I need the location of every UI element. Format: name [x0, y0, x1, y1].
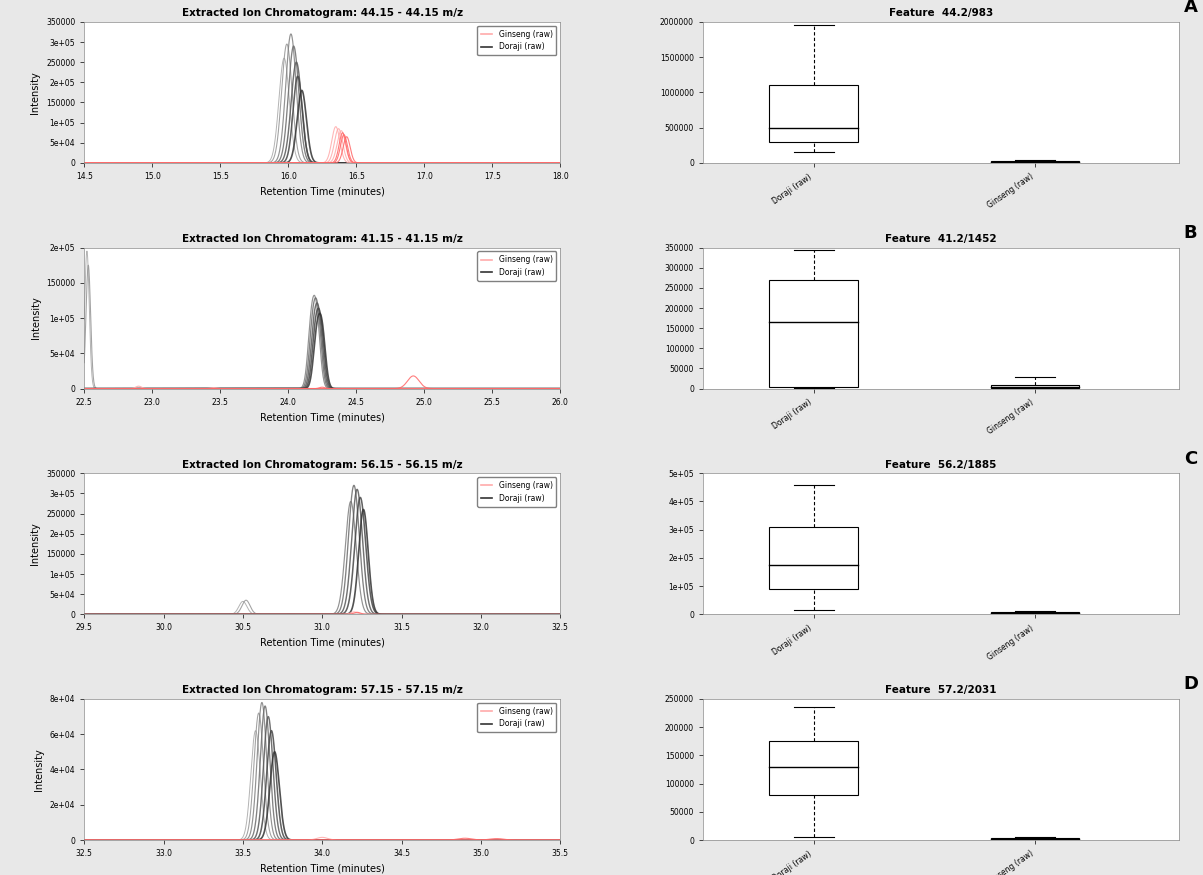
Legend: Ginseng (raw), Doraji (raw): Ginseng (raw), Doraji (raw) — [478, 25, 556, 55]
Title: Feature  57.2/2031: Feature 57.2/2031 — [885, 685, 997, 696]
Y-axis label: Intensity: Intensity — [30, 71, 41, 114]
X-axis label: Retention Time (minutes): Retention Time (minutes) — [260, 412, 385, 423]
X-axis label: Retention Time (minutes): Retention Time (minutes) — [260, 638, 385, 648]
Title: Feature  41.2/1452: Feature 41.2/1452 — [885, 234, 997, 244]
Title: Feature  44.2/983: Feature 44.2/983 — [889, 9, 994, 18]
Legend: Ginseng (raw), Doraji (raw): Ginseng (raw), Doraji (raw) — [478, 251, 556, 281]
Title: Extracted Ion Chromatogram: 56.15 - 56.15 m/z: Extracted Ion Chromatogram: 56.15 - 56.1… — [182, 459, 462, 470]
Y-axis label: Intensity: Intensity — [30, 297, 41, 340]
Title: Extracted Ion Chromatogram: 57.15 - 57.15 m/z: Extracted Ion Chromatogram: 57.15 - 57.1… — [182, 685, 463, 696]
Legend: Ginseng (raw), Doraji (raw): Ginseng (raw), Doraji (raw) — [478, 703, 556, 732]
Text: D: D — [1184, 676, 1198, 693]
X-axis label: Retention Time (minutes): Retention Time (minutes) — [260, 864, 385, 873]
Text: A: A — [1184, 0, 1197, 17]
Y-axis label: Intensity: Intensity — [34, 748, 45, 791]
Y-axis label: Intensity: Intensity — [30, 522, 41, 565]
Legend: Ginseng (raw), Doraji (raw): Ginseng (raw), Doraji (raw) — [478, 477, 556, 507]
Title: Feature  56.2/1885: Feature 56.2/1885 — [885, 459, 996, 470]
X-axis label: Retention Time (minutes): Retention Time (minutes) — [260, 186, 385, 197]
Text: B: B — [1184, 224, 1197, 242]
Title: Extracted Ion Chromatogram: 44.15 - 44.15 m/z: Extracted Ion Chromatogram: 44.15 - 44.1… — [182, 9, 463, 18]
Title: Extracted Ion Chromatogram: 41.15 - 41.15 m/z: Extracted Ion Chromatogram: 41.15 - 41.1… — [182, 234, 463, 244]
Text: C: C — [1184, 450, 1197, 467]
